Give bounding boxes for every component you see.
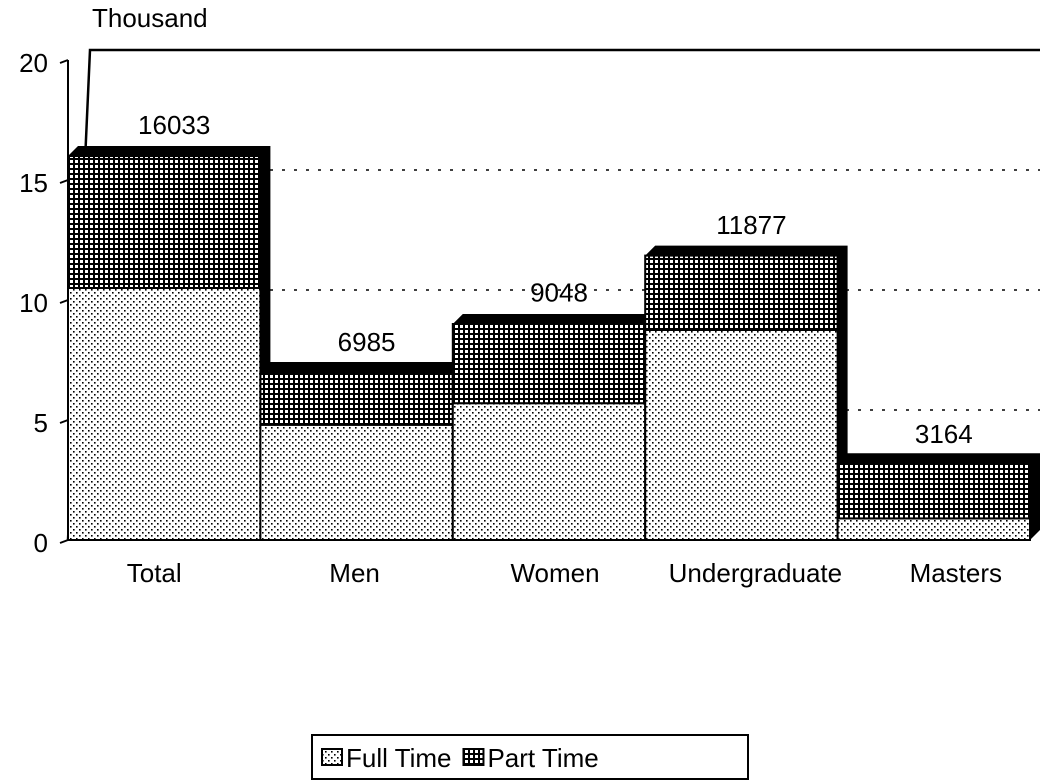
y-axis-label: Thousand (92, 3, 208, 33)
y-tick-label: 5 (34, 408, 48, 438)
bar-segment (67, 155, 262, 289)
bar-segment (644, 329, 839, 541)
legend-swatch (321, 748, 343, 766)
x-tick-label: Women (510, 558, 599, 588)
legend-label: Part Time (487, 743, 598, 773)
y-tick-label: 15 (19, 168, 48, 198)
y-tick-label: 20 (19, 48, 48, 78)
y-tick-label: 0 (34, 528, 48, 558)
bar-segment (451, 323, 647, 405)
total-label: 3164 (915, 419, 973, 449)
bar-segment (67, 287, 262, 541)
total-label: 6985 (338, 327, 396, 357)
tick-mark (59, 539, 69, 544)
tick-mark (59, 59, 69, 64)
legend-label: Full Time (346, 743, 451, 773)
legend: Full Time Part Time (311, 734, 749, 780)
legend-swatch (462, 748, 485, 766)
bar-segment (836, 462, 1031, 520)
bar-depth (837, 453, 1040, 540)
x-tick-label: Total (127, 558, 182, 588)
x-tick-label: Men (329, 558, 380, 588)
total-label: 16033 (138, 110, 210, 140)
bar-segment (451, 402, 647, 542)
legend-box (311, 734, 749, 780)
bar-segment (259, 371, 454, 426)
bar-segment (259, 423, 454, 541)
tick-mark (59, 179, 69, 184)
bar-segment (644, 254, 839, 332)
tick-mark (59, 299, 69, 304)
total-label: 9048 (530, 278, 588, 308)
x-tick-label: Undergraduate (669, 558, 842, 588)
x-tick-label: Masters (910, 558, 1002, 588)
total-label: 11877 (716, 210, 786, 240)
y-tick-label: 10 (19, 288, 48, 318)
tick-mark (59, 419, 69, 424)
bar-segment (836, 517, 1031, 542)
